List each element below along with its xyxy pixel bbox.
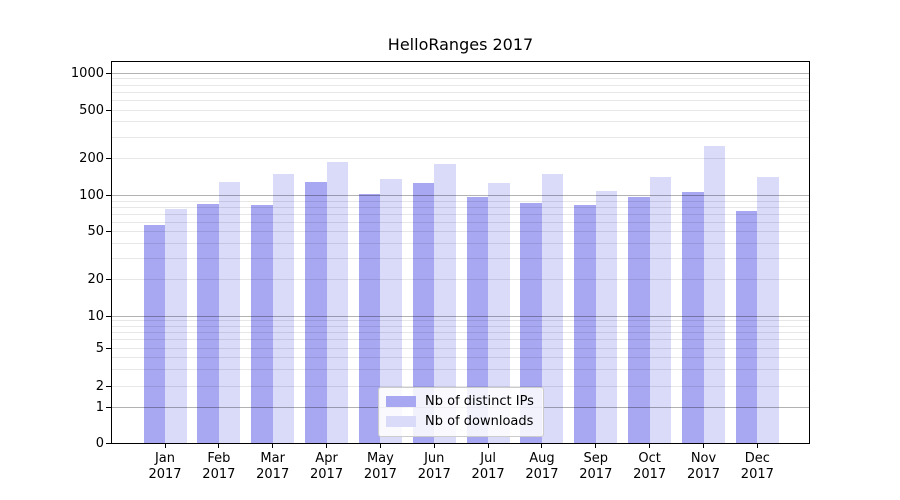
x-tick-mark xyxy=(649,444,651,448)
legend: Nb of distinct IPs Nb of downloads xyxy=(378,387,544,437)
x-tick-mark xyxy=(433,444,435,448)
bar-distinct-ips xyxy=(520,202,542,443)
y-tick-label: 200 xyxy=(79,151,104,167)
bar-downloads xyxy=(434,164,456,443)
x-tick-label: Jun 2017 xyxy=(417,451,451,482)
y-tick-label: 1 xyxy=(95,399,104,415)
y-tick-mark xyxy=(106,158,111,160)
y-tick-label: 0 xyxy=(95,435,104,451)
bar-downloads xyxy=(218,181,241,443)
bar-distinct-ips xyxy=(358,194,381,443)
bar-downloads xyxy=(272,174,295,443)
bar-distinct-ips xyxy=(197,203,219,443)
y-tick-label: 20 xyxy=(87,272,104,288)
x-tick-mark xyxy=(379,444,381,448)
x-tick-label: Mar 2017 xyxy=(256,451,290,482)
x-tick-mark xyxy=(756,444,758,448)
x-tick-mark xyxy=(487,444,489,448)
legend-swatch-distinct-ips xyxy=(386,396,416,407)
bar-downloads xyxy=(488,182,510,443)
x-tick-label: May 2017 xyxy=(363,451,397,482)
x-tick-label: Feb 2017 xyxy=(202,451,236,482)
x-tick-label: Sep 2017 xyxy=(579,451,613,482)
bar-distinct-ips xyxy=(682,191,704,443)
y-tick-mark xyxy=(106,279,111,281)
bar-downloads xyxy=(757,177,779,443)
legend-item-distinct-ips: Nb of distinct IPs xyxy=(386,393,534,410)
bar-downloads xyxy=(326,162,349,443)
bar-downloads xyxy=(649,177,672,443)
bar-distinct-ips xyxy=(412,182,435,443)
bar-distinct-ips xyxy=(574,205,596,443)
legend-label-downloads: Nb of downloads xyxy=(425,414,534,429)
y-tick-mark xyxy=(106,442,111,444)
x-tick-mark xyxy=(703,444,704,448)
y-tick-mark xyxy=(106,385,111,387)
bar-distinct-ips xyxy=(628,196,650,443)
chart-title: HelloRanges 2017 xyxy=(387,35,534,54)
y-tick-mark xyxy=(106,348,111,350)
bar-distinct-ips xyxy=(251,204,273,443)
x-tick-mark xyxy=(272,444,274,448)
x-tick-mark xyxy=(164,444,166,448)
plot-area: Nb of distinct IPs Nb of downloads xyxy=(111,61,810,444)
bar-downloads xyxy=(380,178,402,443)
bar-distinct-ips xyxy=(735,210,758,443)
legend-label-distinct-ips: Nb of distinct IPs xyxy=(425,394,534,409)
y-tick-mark xyxy=(106,109,111,111)
x-tick-label: Jan 2017 xyxy=(148,451,182,482)
bar-downloads xyxy=(541,174,564,443)
x-tick-label: Nov 2017 xyxy=(686,451,721,482)
bars-layer xyxy=(112,62,809,443)
legend-swatch-downloads xyxy=(386,416,416,427)
x-tick-label: Apr 2017 xyxy=(310,451,344,482)
bar-distinct-ips xyxy=(305,182,327,443)
x-tick-label: Aug 2017 xyxy=(525,451,559,482)
x-tick-mark xyxy=(218,444,220,448)
y-tick-mark xyxy=(106,315,111,317)
bar-distinct-ips xyxy=(466,197,489,443)
bar-downloads xyxy=(165,208,187,443)
bar-downloads xyxy=(595,190,618,443)
y-tick-mark xyxy=(106,406,111,408)
x-tick-label: Oct 2017 xyxy=(633,451,667,482)
y-tick-label: 100 xyxy=(79,188,104,204)
y-tick-mark xyxy=(106,195,111,197)
x-tick-mark xyxy=(326,444,328,448)
legend-item-downloads: Nb of downloads xyxy=(386,413,534,430)
y-tick-mark xyxy=(106,72,111,74)
y-tick-label: 2 xyxy=(95,378,104,394)
bar-distinct-ips xyxy=(143,225,165,443)
y-tick-label: 500 xyxy=(79,102,104,118)
x-tick-mark xyxy=(541,444,543,448)
y-tick-label: 5 xyxy=(95,341,104,357)
bar-downloads xyxy=(703,145,725,443)
x-tick-mark xyxy=(595,444,597,448)
y-tick-label: 50 xyxy=(87,224,104,240)
x-tick-label: Jul 2017 xyxy=(471,451,505,482)
x-tick-label: Dec 2017 xyxy=(740,451,774,482)
y-tick-label: 1000 xyxy=(70,65,104,81)
y-tick-label: 10 xyxy=(87,308,104,324)
y-tick-mark xyxy=(106,231,111,233)
